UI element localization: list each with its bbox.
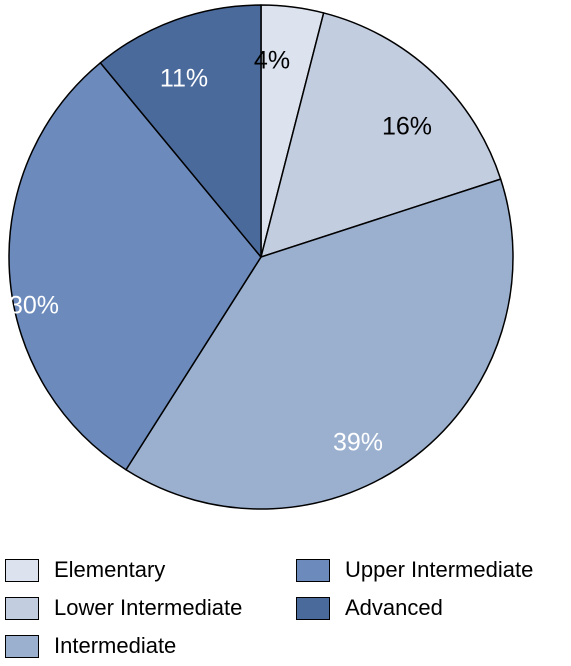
slice-label-intermediate: 39% — [333, 429, 383, 457]
slice-label-upper-intermediate: 30% — [9, 292, 59, 320]
legend-swatch-lower-intermediate — [5, 596, 39, 620]
legend-label-lower-intermediate: Lower Intermediate — [54, 595, 243, 620]
legend-item-upper-intermediate: Upper Intermediate — [296, 556, 533, 584]
legend-label-advanced: Advanced — [345, 595, 443, 620]
pie-slice-advanced — [99, 4, 262, 258]
legend-item-intermediate: Intermediate — [5, 632, 176, 660]
legend-swatch-upper-intermediate — [296, 558, 330, 582]
legend-item-elementary: Elementary — [5, 556, 165, 584]
legend-label-intermediate: Intermediate — [54, 633, 177, 658]
pie-chart: 4% 16% 39% 30% 11% — [8, 4, 514, 510]
pie-slice-upper-intermediate — [8, 62, 262, 471]
pie-slice-intermediate — [125, 178, 514, 510]
legend-label-upper-intermediate: Upper Intermediate — [345, 557, 534, 582]
legend-item-lower-intermediate: Lower Intermediate — [5, 594, 242, 622]
slice-label-elementary: 4% — [254, 47, 290, 75]
legend-swatch-intermediate — [5, 634, 39, 658]
pie-slice-lower-intermediate — [260, 12, 502, 258]
legend-label-elementary: Elementary — [54, 557, 166, 582]
legend: Elementary Lower Intermediate Intermedia… — [0, 548, 571, 666]
slice-label-lower-intermediate: 16% — [382, 113, 432, 141]
legend-item-advanced: Advanced — [296, 594, 443, 622]
slice-label-advanced: 11% — [160, 65, 208, 93]
legend-swatch-elementary — [5, 558, 39, 582]
legend-swatch-advanced — [296, 596, 330, 620]
